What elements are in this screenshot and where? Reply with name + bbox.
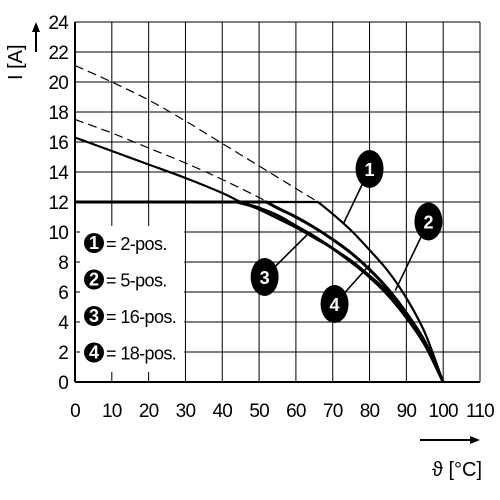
x-tick-label: 80 — [360, 401, 380, 422]
legend-marker-circle — [84, 306, 104, 326]
callout-marker-number: 3 — [260, 268, 270, 288]
x-tick-label: 90 — [397, 401, 417, 422]
y-tick-label: 22 — [48, 43, 68, 64]
series-line-dashed-4 — [74, 64, 319, 203]
x-tick-label: 30 — [176, 401, 196, 422]
legend-label: = 18-pos. — [106, 344, 176, 364]
y-tick-label: 0 — [58, 373, 68, 394]
x-tick-label: 0 — [70, 401, 80, 422]
legend-marker-circle — [84, 342, 104, 363]
y-tick-label: 2 — [58, 343, 68, 364]
x-tick-label: 20 — [139, 401, 159, 422]
x-tick-label: 50 — [249, 401, 269, 422]
y-tick-label: 12 — [48, 193, 68, 214]
legend-label: = 5-pos. — [106, 271, 167, 291]
legend-marker-number: 2 — [89, 270, 99, 290]
x-tick-label: 70 — [323, 401, 343, 422]
series-lines — [74, 64, 445, 383]
y-axis-label: I [A] — [5, 44, 27, 80]
curve-callouts: 1 2 3 4 — [250, 150, 443, 323]
legend-marker-number: 3 — [89, 306, 99, 326]
callout-marker-circle — [355, 150, 384, 188]
legend-label: = 16-pos. — [106, 307, 176, 327]
y-tick-label: 24 — [48, 13, 69, 34]
x-tick-labels: 0 10 20 30 40 50 60 70 80 90 100 110 — [70, 401, 495, 422]
x-axis-label: ϑ [°C] — [432, 459, 482, 481]
series-line-1 — [75, 200, 445, 383]
x-tick-label: 60 — [286, 401, 306, 422]
y-tick-label: 16 — [48, 133, 68, 154]
y-tick-label: 14 — [48, 163, 69, 184]
x-tick-label: 40 — [212, 401, 232, 422]
x-tick-label: 10 — [102, 401, 122, 422]
callout-marker-circle — [320, 285, 349, 323]
y-tick-label: 4 — [58, 313, 69, 334]
x-axis-title: ϑ [°C] — [420, 436, 482, 481]
callout-marker-number: 4 — [330, 295, 340, 315]
legend-marker-circle — [84, 269, 104, 290]
callout-marker-number: 2 — [423, 213, 433, 233]
y-tick-label: 18 — [48, 103, 68, 124]
y-tick-label: 10 — [48, 223, 68, 244]
series-line-4 — [75, 200, 445, 383]
y-axis-title: I [A] — [5, 22, 40, 80]
callout-marker-circle — [250, 258, 279, 296]
y-tick-label: 8 — [58, 253, 68, 274]
legend-label: = 2-pos. — [106, 234, 167, 254]
grid — [74, 21, 481, 383]
y-tick-label: 6 — [58, 283, 68, 304]
legend-marker-number: 1 — [89, 233, 99, 253]
callout-marker-number: 1 — [365, 160, 375, 180]
x-tick-label: 110 — [466, 401, 494, 422]
series-line-dashed-5 — [74, 118, 267, 203]
legend-marker-number: 4 — [89, 343, 99, 363]
y-tick-label: 20 — [48, 73, 68, 94]
legend: 1 = 2-pos. 2 = 5-pos. 3 = 16-pos. 4 = 18-pos. — [80, 226, 184, 372]
legend-marker-circle — [84, 233, 104, 253]
callout-marker-circle — [414, 202, 443, 241]
x-tick-label: 100 — [429, 401, 459, 422]
